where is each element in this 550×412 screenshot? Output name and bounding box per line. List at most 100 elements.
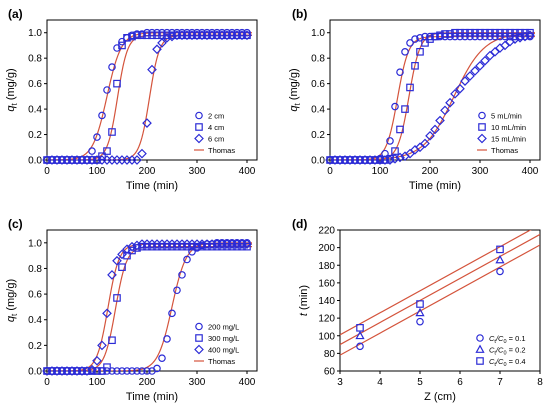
data-point	[142, 118, 152, 128]
data-point	[470, 66, 480, 76]
data-point	[242, 30, 252, 41]
plot-frame	[46, 229, 258, 372]
x-tick-label: 200	[139, 377, 156, 388]
data-point	[108, 367, 116, 375]
y-tick-label: 0.2	[28, 130, 42, 141]
data-point	[167, 31, 177, 42]
data-point	[526, 28, 534, 37]
data-point	[123, 367, 131, 375]
y-axis-label-main: q	[5, 315, 17, 322]
x-tick-label: 4	[377, 377, 383, 388]
data-point	[98, 367, 106, 375]
data-point	[97, 340, 107, 351]
data-point	[486, 28, 494, 37]
data-point	[163, 335, 171, 343]
data-point	[476, 32, 484, 41]
data-point	[133, 244, 141, 252]
data-point	[496, 267, 504, 276]
data-point	[466, 28, 474, 37]
legend-marker	[194, 344, 204, 355]
legend-label-part: /C	[495, 357, 504, 366]
legend-label: Ct/C0 = 0.4	[489, 357, 526, 368]
x-tick-label: 5	[417, 377, 423, 388]
legend-label: Thomas	[491, 146, 518, 155]
data-point	[356, 324, 364, 332]
y-tick-label: 180	[318, 261, 335, 272]
data-point	[445, 97, 455, 108]
y-tick-label: 100	[318, 331, 335, 342]
data-point	[93, 367, 101, 375]
y-tick-label: 0.2	[28, 341, 42, 352]
data-point	[133, 31, 141, 40]
data-point	[481, 32, 489, 41]
data-point	[112, 255, 122, 266]
fit-line	[340, 233, 540, 346]
y-tick-label: 0.8	[28, 54, 42, 65]
legend-label: 10 mL/min	[491, 123, 526, 132]
panel-d: (d) 3 4 5 6 7 8 60 80 100 120 140 160 180 200 220 Z (cm)…	[292, 217, 543, 403]
data-point	[117, 249, 127, 260]
legend-marker	[195, 322, 203, 331]
data-point	[451, 28, 459, 37]
fit-curves	[340, 230, 540, 356]
data-point	[516, 28, 524, 37]
data-point	[98, 152, 106, 160]
data-point	[401, 105, 409, 113]
y-axis-label-unit: (min)	[298, 285, 310, 313]
data-point	[103, 363, 111, 371]
data-point	[450, 88, 460, 99]
data-point	[128, 367, 136, 375]
legend-label-part: C	[489, 357, 495, 366]
data-point	[147, 64, 157, 75]
data-point	[455, 83, 465, 94]
y-tick-label: 200	[318, 243, 335, 254]
data-point	[471, 32, 479, 41]
legend-label-part: 0	[503, 351, 506, 357]
data-point	[138, 31, 146, 40]
data-point	[431, 32, 439, 41]
data-point	[108, 336, 116, 345]
y-axis-label-main: q	[288, 105, 300, 112]
data-point	[495, 254, 505, 264]
data-point	[476, 28, 484, 37]
series-square	[43, 242, 251, 375]
data-point	[173, 286, 181, 295]
y-tick-label: 80	[324, 349, 336, 360]
legend-label: Ct/C0 = 0.1	[489, 334, 526, 345]
panel-label: (a)	[8, 7, 23, 21]
legend-marker	[194, 133, 204, 144]
data-point	[471, 28, 479, 37]
x-tick-label: 3	[337, 377, 343, 388]
y-tick-label: 0.4	[28, 105, 42, 116]
data-point	[148, 31, 156, 40]
y-tick-label: 1.0	[311, 28, 325, 39]
data-point	[440, 105, 450, 116]
data-point	[416, 34, 424, 42]
x-tick-label: 200	[422, 166, 439, 177]
series-triangle	[355, 254, 505, 340]
data-point	[92, 355, 102, 366]
data-point	[395, 152, 405, 163]
x-tick-label: 7	[497, 377, 503, 388]
data-point	[416, 300, 424, 308]
series-circle	[356, 267, 504, 351]
data-point	[103, 367, 111, 375]
legend-marker	[478, 111, 486, 120]
data-point	[416, 317, 424, 326]
panel-label: (c)	[8, 217, 23, 231]
x-tick-label: 0	[44, 166, 50, 177]
legend-label: 15 mL/min	[491, 135, 526, 144]
x-tick-label: 0	[44, 377, 50, 388]
legend-label: Ct/C0 = 0.2	[489, 346, 526, 357]
legend: Ct/C0 = 0.1Ct/C0 = 0.2Ct/C0 = 0.4	[475, 334, 526, 368]
y-tick-label: 1.0	[28, 28, 42, 39]
y-tick-label: 0.0	[311, 156, 325, 167]
fit-line	[340, 244, 540, 356]
series-diamond	[42, 239, 252, 376]
y-tick-label: 0.6	[28, 79, 42, 90]
data-point	[143, 367, 151, 375]
x-axis-label: Z (cm)	[424, 391, 456, 403]
data-point	[511, 32, 519, 41]
y-axis-label-sub: t	[10, 313, 19, 316]
x-tick-label: 8	[537, 377, 543, 388]
